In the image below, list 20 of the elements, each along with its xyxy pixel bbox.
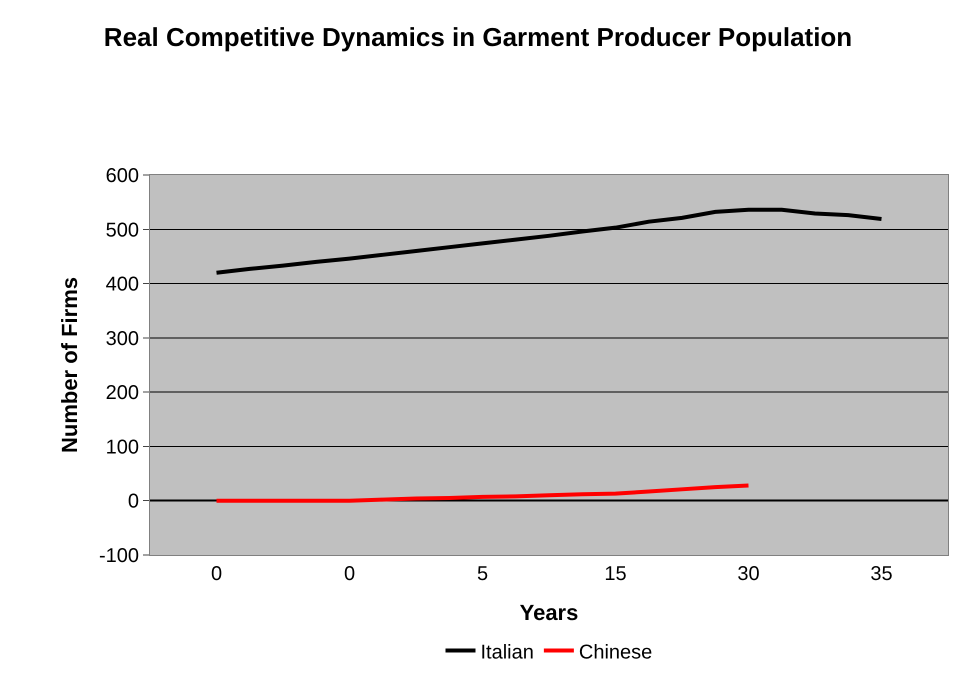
y-tick-label: 300 — [106, 328, 139, 350]
legend-label: Chinese — [578, 641, 652, 664]
y-tick-label: 400 — [106, 274, 139, 296]
x-tick-label: 15 — [604, 563, 627, 585]
x-axis-title: Years — [520, 600, 578, 625]
x-tick-label: 5 — [476, 563, 488, 585]
x-tick-label: 0 — [210, 563, 222, 585]
y-tick-label: 600 — [106, 165, 139, 187]
y-tick-label: 200 — [106, 382, 139, 404]
x-tick-label: 35 — [870, 563, 893, 585]
y-axis-title: Number of Firms — [56, 276, 82, 454]
legend-label: Italian — [480, 641, 534, 664]
y-tick-label: 500 — [106, 219, 139, 242]
y-tick-label: -100 — [98, 545, 139, 567]
x-tick-label: 0 — [344, 563, 356, 585]
line-series — [214, 484, 750, 503]
chart-title: Real Competitive Dynamics in Garment Producer Population — [104, 22, 852, 52]
y-tick-label: 100 — [106, 436, 139, 458]
y-tick-label: 0 — [128, 490, 139, 513]
x-tick-label: 30 — [737, 563, 760, 585]
